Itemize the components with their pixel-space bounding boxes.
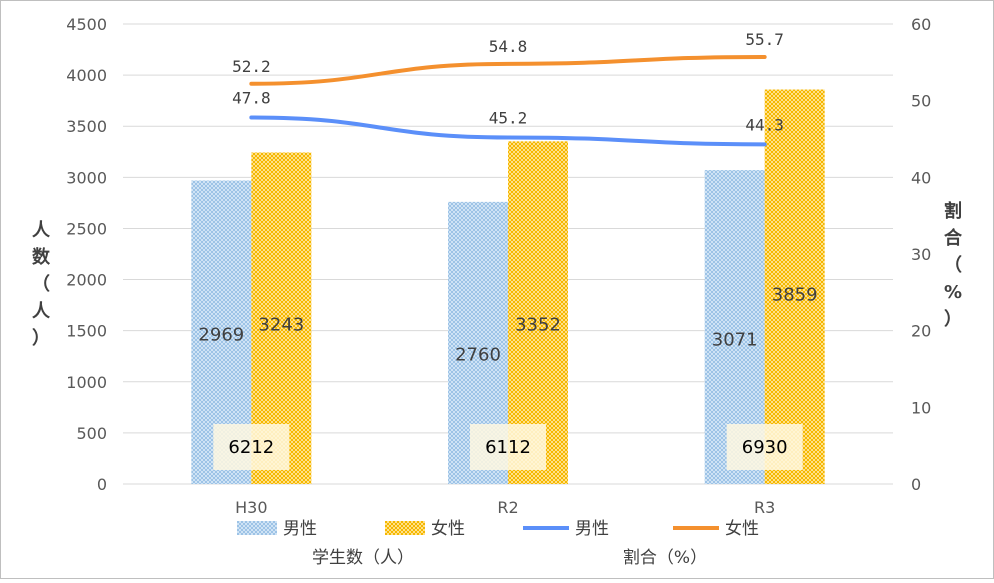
y-left-tick-label: 4500: [66, 15, 107, 34]
y-left-axis-title-char: ）: [32, 328, 50, 349]
x-tick-label: H30: [235, 498, 267, 517]
y-left-tick-label: 4000: [66, 66, 107, 85]
y-right-axis-title-char: 割: [944, 200, 962, 222]
y-right-tick-label: 60: [911, 15, 931, 34]
bar-value-label: 2760: [455, 345, 501, 366]
total-label-box: [726, 424, 803, 470]
y-left-tick-label: 1000: [66, 373, 107, 392]
y-left-tick-label: 1500: [66, 322, 107, 341]
total-label: 6112: [485, 437, 531, 458]
bar: [764, 89, 825, 484]
legend-label: 女性: [725, 519, 759, 539]
y-right-tick-label: 40: [911, 168, 931, 187]
y-right-tick-label: 10: [911, 398, 931, 417]
y-right-axis-title-char: （: [944, 255, 962, 276]
line-value-label: 45.2: [489, 108, 528, 127]
legend-label: 女性: [431, 519, 465, 539]
legend-group-label: 割合（%）: [623, 548, 707, 568]
y-left-axis-title-char: 人: [32, 301, 51, 322]
axes: 0 500 1000 1500 2000 2500 3000 3500 4000 4500 0 10 2…: [32, 15, 963, 517]
y-right-axis-title-char: ）: [944, 309, 962, 330]
line-value-label: 54.8: [489, 37, 528, 56]
y-left-tick-label: 3000: [66, 168, 107, 187]
x-tick-label: R2: [497, 498, 518, 517]
y-left-tick-label: 2000: [66, 271, 107, 290]
bar-value-label: 3243: [258, 315, 304, 336]
y-left-axis-title-char: 数: [32, 246, 51, 268]
y-right-tick-label: 20: [911, 322, 931, 341]
line-value-label: 55.7: [745, 30, 784, 49]
y-right-axis-title-char: %: [944, 282, 962, 303]
y-left-tick-label: 3500: [66, 117, 107, 136]
total-label-box: [213, 424, 290, 470]
line-value-label: 47.8: [232, 89, 271, 108]
data-labels: 2969 2760 3071 3243 3352 3859 6212 6112 6930 47.8…: [198, 30, 818, 470]
legend-label: 男性: [283, 519, 317, 539]
lines: [249, 54, 767, 147]
line-value-label: 52.2: [232, 57, 271, 76]
y-right-tick-label: 30: [911, 245, 931, 264]
bar-value-label: 3352: [515, 315, 561, 336]
bar-value-label: 2969: [198, 325, 244, 346]
total-label: 6930: [742, 437, 788, 458]
y-left-axis-title-char: （: [32, 274, 50, 295]
line-value-label: 44.3: [745, 115, 784, 134]
x-tick-label: R3: [754, 498, 775, 517]
y-right-axis-title-char: 合: [944, 227, 963, 249]
series-line: [249, 115, 767, 147]
legend-label: 男性: [575, 519, 609, 539]
bar-value-label: 3071: [712, 330, 758, 351]
total-label: 6212: [228, 437, 274, 458]
y-left-axis-title-char: 人: [32, 220, 51, 241]
total-label-box: [470, 424, 546, 470]
series-line: [249, 54, 767, 86]
y-right-tick-label: 0: [911, 475, 921, 494]
legend-group-label: 学生数（人）: [312, 548, 414, 568]
legend-swatch: [237, 521, 277, 535]
y-left-tick-label: 0: [97, 475, 107, 494]
bar-value-label: 3859: [772, 285, 818, 306]
y-left-tick-label: 2500: [66, 219, 107, 238]
legend-swatch: [385, 521, 425, 535]
y-right-tick-label: 50: [911, 92, 931, 111]
y-left-tick-label: 500: [76, 424, 107, 443]
